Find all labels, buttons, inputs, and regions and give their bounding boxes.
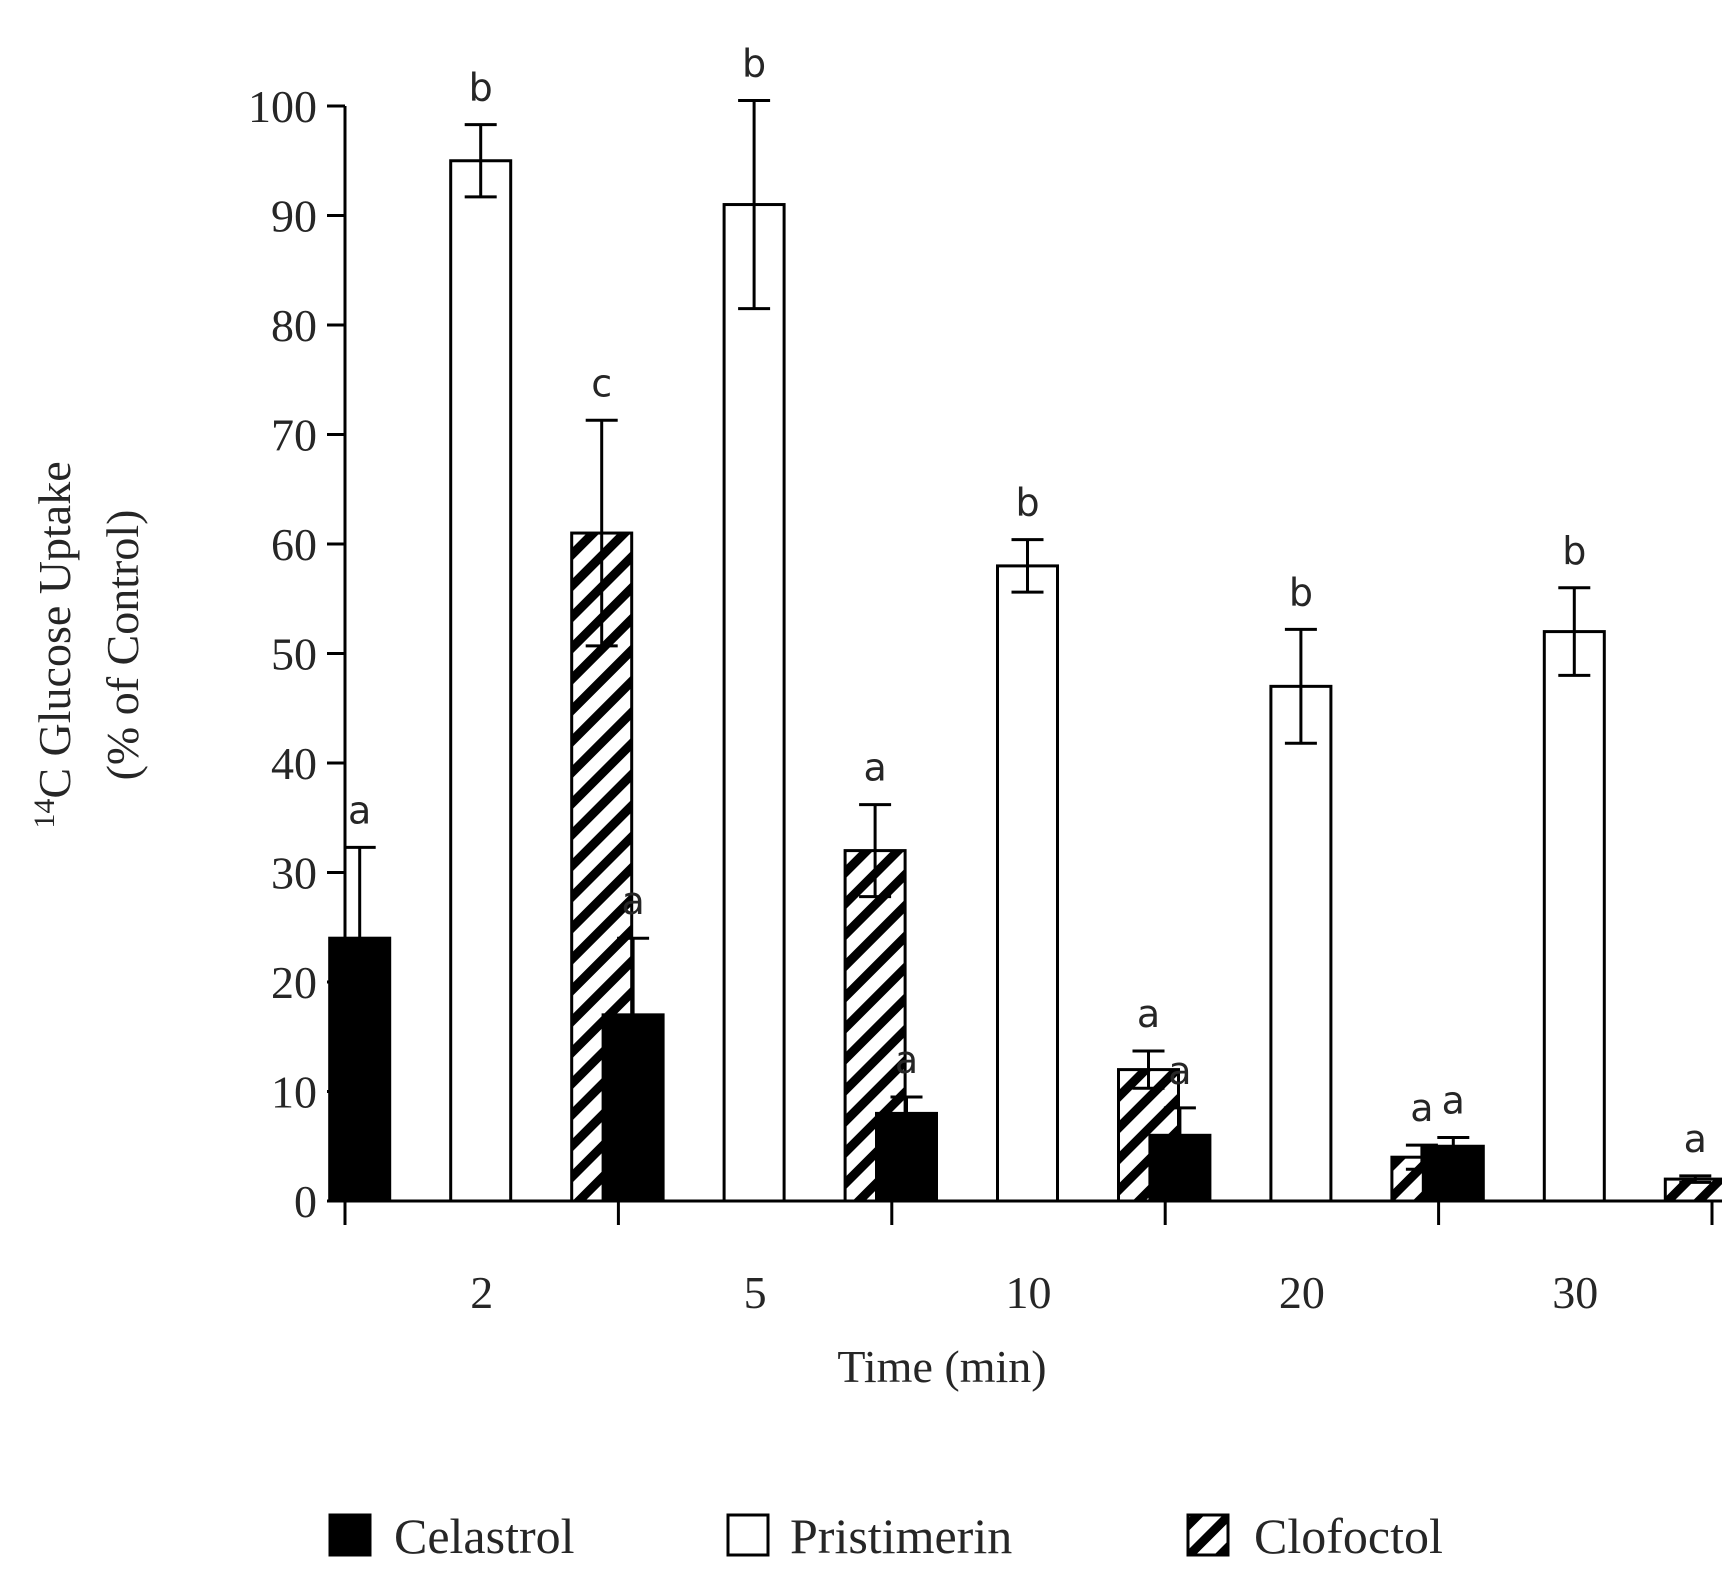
x-tick-label: 20 (1279, 1267, 1325, 1318)
legend-swatch (726, 1513, 770, 1557)
bar-pristimerin (1542, 630, 1606, 1203)
legend-item-clofoctol: Clofoctol (1186, 1508, 1443, 1564)
significance-letter: a (348, 788, 371, 832)
significance-letter: a (863, 746, 886, 790)
significance-letter: a (1684, 1117, 1707, 1161)
legend-label: Pristimerin (790, 1508, 1012, 1564)
bar-group: a b a (601, 42, 907, 1203)
x-axis: 2 5 10 20 30 (343, 1199, 1714, 1318)
x-tick-label: 10 (1006, 1267, 1052, 1318)
bar-group: a b a (875, 481, 1180, 1203)
y-tick-label: 80 (271, 300, 317, 351)
significance-letter: b (469, 66, 493, 110)
significance-letter: a (1137, 992, 1160, 1036)
significance-letter: a (1168, 1049, 1191, 1093)
y-tick-label: 70 (271, 410, 317, 461)
significance-letter: b (1289, 570, 1313, 614)
x-axis-title: Time (min) (837, 1341, 1046, 1392)
y-tick-label: 30 (271, 848, 317, 899)
bar-pristimerin (722, 203, 786, 1203)
bar-group: a b c (328, 66, 634, 1203)
y-axis-title-text: C Glucose Uptake (29, 461, 80, 798)
significance-letter: b (742, 42, 766, 86)
significance-letter: b (1015, 481, 1039, 525)
significance-letter: a (621, 879, 644, 923)
y-axis-title-line2: (% of Control) (97, 510, 148, 781)
y-tick-label: 40 (271, 738, 317, 789)
bar-pristimerin (996, 564, 1059, 1203)
legend-swatch (1186, 1513, 1230, 1557)
bar-group: a b a (1421, 529, 1722, 1203)
y-tick-label: 90 (271, 191, 317, 242)
x-tick-label: 30 (1552, 1267, 1598, 1318)
y-tick-label: 60 (271, 519, 317, 570)
x-tick-label: 2 (470, 1267, 493, 1318)
x-tick-label: 5 (744, 1267, 767, 1318)
y-tick-label: 0 (294, 1176, 317, 1227)
significance-letter: a (1442, 1078, 1465, 1122)
significance-letter: a (895, 1038, 918, 1082)
y-axis-title: 14C Glucose Uptake (% of Control) (28, 461, 149, 828)
y-axis-title-superscript: 14 (28, 799, 61, 829)
bar-pristimerin (1269, 684, 1333, 1203)
y-tick-label: 100 (248, 81, 317, 132)
significance-letter: b (1562, 529, 1586, 573)
bar-pristimerin (449, 159, 513, 1203)
legend-item-celastrol: Celastrol (328, 1508, 575, 1564)
y-tick-label: 20 (271, 957, 317, 1008)
legend-item-pristimerin: Pristimerin (726, 1508, 1012, 1564)
y-axis-title-line1: 14C Glucose Uptake (28, 461, 81, 828)
y-tick-label: 50 (271, 629, 317, 680)
legend-label: Clofoctol (1254, 1508, 1443, 1564)
bar-group: a b a (1148, 570, 1454, 1203)
y-axis: 0 10 20 30 40 50 60 70 80 90 100 (248, 81, 347, 1227)
legend-label: Celastrol (394, 1508, 575, 1564)
significance-letter: c (591, 361, 612, 405)
significance-letter: a (1410, 1086, 1433, 1130)
y-tick-label: 10 (271, 1067, 317, 1118)
legend: Celastrol Pristimerin Clofoctol (328, 1508, 1443, 1564)
legend-swatch (328, 1513, 372, 1557)
